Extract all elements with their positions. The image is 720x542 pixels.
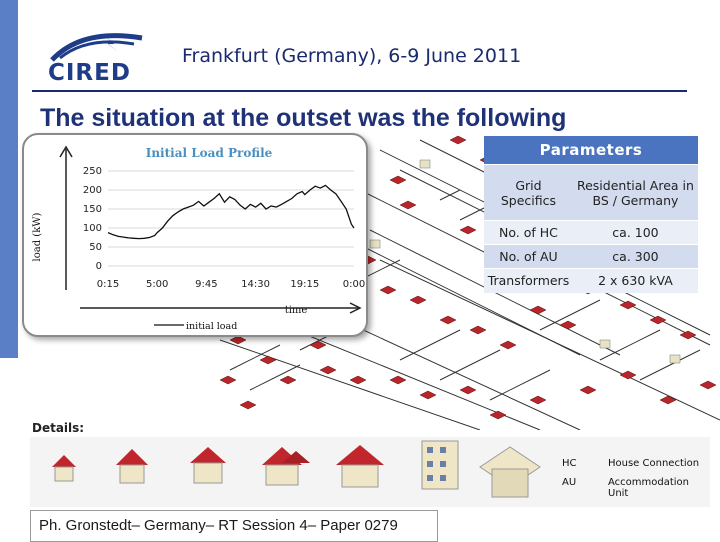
footer-text: Ph. Gronstedt– Germany– RT Session 4– Pa…: [39, 517, 398, 534]
y-tick-label: 0: [96, 261, 102, 272]
large-house-icon: [336, 445, 384, 488]
small-house-icon: [52, 455, 76, 482]
house-icon: [190, 447, 226, 484]
header-divider: [32, 90, 687, 92]
house-icon: [116, 449, 148, 484]
footer-box: Ph. Gronstedt– Germany– RT Session 4– Pa…: [30, 510, 438, 542]
parameters-table: Parameters Grid Specifics Residential Ar…: [484, 136, 698, 293]
conference-title: Frankfurt (Germany), 6-9 June 2011: [182, 45, 522, 67]
x-axis-arrowhead: [349, 302, 362, 314]
row-label: Transformers: [484, 268, 573, 293]
row-value: ca. 100: [572, 220, 698, 245]
row-label: No. of HC: [484, 220, 573, 245]
y-tick-label: 50: [89, 242, 102, 253]
left-accent-bar: [0, 0, 18, 358]
row-value: ca. 300: [572, 244, 698, 269]
row-label: Grid Specifics: [484, 164, 573, 221]
legend-desc: Accommodation Unit: [608, 477, 690, 499]
legend-desc: House Connection: [608, 458, 700, 469]
table-row: Transformers 2 x 630 kVA: [484, 268, 698, 293]
lightning-arc-icon: [50, 33, 143, 62]
row-value: 2 x 630 kVA: [572, 268, 698, 293]
table-row: Grid Specifics Residential Area in BS / …: [484, 164, 698, 221]
y-axis-label: load (kW): [32, 212, 43, 261]
x-tick-label: 9:45: [195, 279, 217, 290]
details-strip: HC House Connection AU Accommodation Uni…: [30, 437, 710, 507]
x-tick-label: 0:00: [343, 279, 365, 290]
apartment-block-icon: [479, 446, 541, 498]
logo-text: CIRED: [48, 60, 131, 86]
load-profile-chart: Initial Load Profile load (kW) time init…: [32, 145, 365, 332]
x-tick-label: 0:15: [97, 279, 119, 290]
parameters-header: Parameters: [484, 136, 698, 165]
x-tick-label: 14:30: [241, 279, 270, 290]
chart-panel: Initial Load Profile load (kW) time init…: [22, 133, 368, 337]
large-house-icon: [262, 447, 310, 486]
legend-label: initial load: [186, 321, 237, 332]
legend-abbr: AU: [562, 477, 577, 488]
table-row: No. of AU ca. 300: [484, 244, 698, 269]
y-tick-label: 150: [83, 204, 102, 215]
table-row: No. of HC ca. 100: [484, 220, 698, 245]
y-axis-arrowhead: [59, 145, 73, 158]
slide-title: The situation at the outset was the foll…: [40, 104, 567, 132]
x-tick-label: 5:00: [146, 279, 168, 290]
y-tick-label: 250: [83, 166, 102, 177]
series-line-initial-load: [107, 184, 355, 240]
chart-title: Initial Load Profile: [146, 146, 273, 160]
row-label: No. of AU: [484, 244, 573, 269]
x-tick-label: 19:15: [290, 279, 319, 290]
house-types-illustration: [52, 440, 541, 498]
cired-logo: CIRED: [42, 28, 152, 88]
y-tick-label: 200: [83, 185, 102, 196]
apartment-block-icon: [421, 440, 459, 490]
details-label: Details:: [32, 421, 85, 435]
x-axis-label: time: [285, 305, 308, 316]
y-tick-label: 100: [83, 223, 102, 234]
legend-abbr: HC: [562, 458, 577, 469]
row-value: Residential Area in BS / Germany: [572, 164, 698, 221]
